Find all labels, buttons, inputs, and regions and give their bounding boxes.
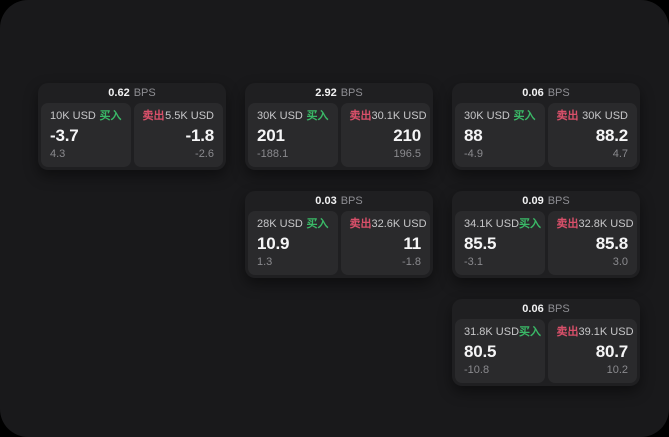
buy-action-label: 买入 bbox=[513, 110, 536, 122]
sell-action-label: 卖出 bbox=[142, 110, 165, 122]
buy-delta: 4.3 bbox=[50, 148, 66, 160]
sell-size: 32.8K USD bbox=[578, 218, 634, 230]
sell-tile[interactable]: 卖出 30.1K USD 210 196.5 bbox=[340, 103, 430, 167]
buy-size: 30K USD bbox=[257, 110, 303, 122]
sell-size: 39.1K USD bbox=[578, 326, 634, 338]
sell-price: 85.8 bbox=[595, 233, 628, 253]
sell-action-label: 卖出 bbox=[556, 326, 579, 338]
sell-tile[interactable]: 卖出 30K USD 88.2 4.7 bbox=[547, 103, 637, 167]
bps-header: 0.62 BPS bbox=[41, 83, 223, 103]
quote-card: 0.06 BPS 30K USD 买入 88 -4.9 卖出 30K USD bbox=[452, 83, 640, 170]
quote-card: 0.62 BPS 10K USD 买入 -3.7 4.3 卖出 5.5K USD bbox=[38, 83, 226, 170]
sell-size: 32.6K USD bbox=[371, 218, 427, 230]
sell-size: 5.5K USD bbox=[165, 110, 214, 122]
buy-price: 80.5 bbox=[464, 341, 497, 361]
buy-delta: 1.3 bbox=[257, 256, 273, 268]
sell-price: 80.7 bbox=[595, 341, 628, 361]
bps-value: 0.06 bbox=[522, 87, 544, 99]
bps-value: 0.03 bbox=[315, 195, 337, 207]
buy-size: 30K USD bbox=[464, 110, 510, 122]
bps-value: 0.62 bbox=[108, 87, 130, 99]
bps-unit: BPS bbox=[547, 303, 570, 315]
buy-price: 88 bbox=[464, 125, 483, 145]
sell-tile[interactable]: 卖出 32.8K USD 85.8 3.0 bbox=[547, 211, 637, 275]
bps-unit: BPS bbox=[547, 87, 570, 99]
sell-delta: 10.2 bbox=[606, 364, 628, 376]
bps-unit: BPS bbox=[340, 195, 363, 207]
sell-delta: 3.0 bbox=[612, 256, 628, 268]
sell-action-label: 卖出 bbox=[349, 218, 372, 230]
quote-card: 2.92 BPS 30K USD 买入 201 -188.1 卖出 30.1K U… bbox=[245, 83, 433, 170]
sell-delta: 196.5 bbox=[393, 148, 421, 160]
buy-delta: -188.1 bbox=[257, 148, 289, 160]
sell-price: 210 bbox=[393, 125, 421, 145]
sell-size: 30K USD bbox=[582, 110, 628, 122]
buy-size: 34.1K USD bbox=[464, 218, 520, 230]
bps-header: 0.06 BPS bbox=[455, 83, 637, 103]
sell-delta: 4.7 bbox=[612, 148, 628, 160]
buy-size: 28K USD bbox=[257, 218, 303, 230]
buy-price: 10.9 bbox=[257, 233, 290, 253]
buy-delta: -3.1 bbox=[464, 256, 483, 268]
bps-header: 2.92 BPS bbox=[248, 83, 430, 103]
sell-tile[interactable]: 卖出 5.5K USD -1.8 -2.6 bbox=[133, 103, 223, 167]
buy-action-label: 买入 bbox=[519, 218, 542, 230]
bps-header: 0.03 BPS bbox=[248, 191, 430, 211]
buy-tile[interactable]: 31.8K USD 买入 80.5 -10.8 bbox=[455, 319, 545, 383]
bps-unit: BPS bbox=[340, 87, 363, 99]
bps-unit: BPS bbox=[133, 87, 156, 99]
buy-price: 201 bbox=[257, 125, 285, 145]
quote-card: 0.06 BPS 31.8K USD 买入 80.5 -10.8 卖出 39.1K… bbox=[452, 299, 640, 386]
buy-price: -3.7 bbox=[50, 125, 79, 145]
buy-action-label: 买入 bbox=[99, 110, 122, 122]
bps-header: 0.06 BPS bbox=[455, 299, 637, 319]
buy-price: 85.5 bbox=[464, 233, 497, 253]
sell-tile[interactable]: 卖出 32.6K USD 11 -1.8 bbox=[340, 211, 430, 275]
buy-tile[interactable]: 30K USD 买入 201 -188.1 bbox=[248, 103, 338, 167]
buy-tile[interactable]: 30K USD 买入 88 -4.9 bbox=[455, 103, 545, 167]
quote-grid: 0.62 BPS 10K USD 买入 -3.7 4.3 卖出 5.5K USD bbox=[38, 83, 640, 386]
sell-size: 30.1K USD bbox=[371, 110, 427, 122]
sell-price: 88.2 bbox=[595, 125, 628, 145]
buy-action-label: 买入 bbox=[519, 326, 542, 338]
buy-tile[interactable]: 28K USD 买入 10.9 1.3 bbox=[248, 211, 338, 275]
bps-value: 0.06 bbox=[522, 303, 544, 315]
sell-price: -1.8 bbox=[185, 125, 215, 145]
sell-price: 11 bbox=[403, 233, 421, 253]
sell-action-label: 卖出 bbox=[556, 218, 579, 230]
buy-action-label: 买入 bbox=[306, 218, 329, 230]
sell-action-label: 卖出 bbox=[556, 110, 579, 122]
sell-delta: -1.8 bbox=[402, 256, 421, 268]
buy-tile[interactable]: 34.1K USD 买入 85.5 -3.1 bbox=[455, 211, 545, 275]
buy-tile[interactable]: 10K USD 买入 -3.7 4.3 bbox=[41, 103, 131, 167]
sell-tile[interactable]: 卖出 39.1K USD 80.7 10.2 bbox=[547, 319, 637, 383]
sell-action-label: 卖出 bbox=[349, 110, 372, 122]
buy-delta: -10.8 bbox=[464, 364, 490, 376]
bps-unit: BPS bbox=[547, 195, 570, 207]
buy-delta: -4.9 bbox=[464, 148, 483, 160]
bps-value: 0.09 bbox=[522, 195, 544, 207]
buy-action-label: 买入 bbox=[306, 110, 329, 122]
buy-size: 10K USD bbox=[50, 110, 96, 122]
bps-header: 0.09 BPS bbox=[455, 191, 637, 211]
quote-card: 0.09 BPS 34.1K USD 买入 85.5 -3.1 卖出 32.8K … bbox=[452, 191, 640, 278]
bps-value: 2.92 bbox=[315, 87, 337, 99]
sell-delta: -2.6 bbox=[195, 148, 214, 160]
buy-size: 31.8K USD bbox=[464, 326, 520, 338]
quote-card: 0.03 BPS 28K USD 买入 10.9 1.3 卖出 32.6K USD bbox=[245, 191, 433, 278]
